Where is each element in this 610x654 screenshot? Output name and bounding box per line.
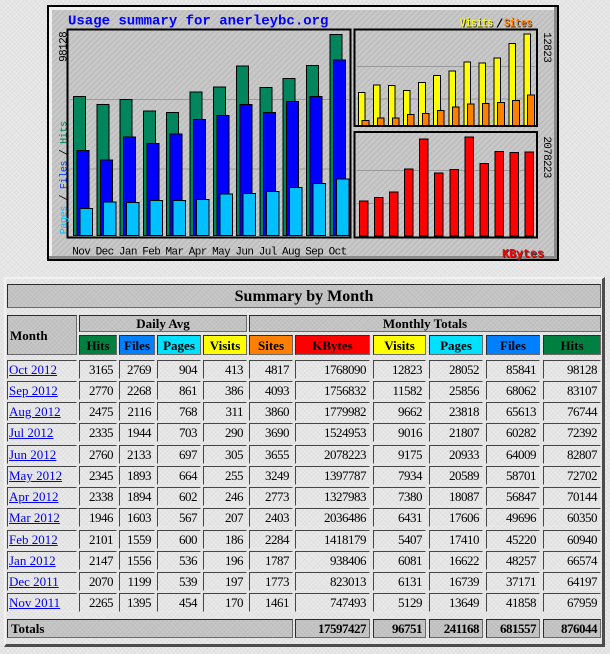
svg-text:Apr: Apr [189, 247, 207, 259]
svg-text:98128: 98128 [59, 32, 71, 62]
svg-text:Jan: Jan [119, 247, 137, 259]
svg-text:KBytes: KBytes [503, 248, 545, 261]
svg-text:Sites: Sites [504, 17, 532, 31]
svg-text:May: May [212, 247, 231, 259]
svg-text:Sites: Sites [505, 18, 533, 32]
svg-text:12823: 12823 [540, 32, 552, 62]
svg-text:Dec: Dec [96, 247, 114, 259]
svg-text:Feb: Feb [142, 247, 160, 259]
svg-text:Oct: Oct [329, 247, 347, 259]
svg-text:2078223: 2078223 [540, 136, 552, 177]
svg-text:/: / [496, 18, 503, 32]
svg-text:Mar: Mar [165, 247, 183, 259]
svg-text:Visits: Visits [460, 17, 493, 31]
svg-text:Sep: Sep [305, 247, 323, 259]
svg-text:Pages / Files / Hits: Pages / Files / Hits [59, 121, 71, 234]
svg-text:Jun: Jun [235, 247, 253, 259]
svg-text:Aug: Aug [282, 247, 300, 259]
svg-text:Jul: Jul [259, 247, 277, 259]
svg-text:Visits: Visits [461, 18, 494, 32]
svg-text:KBytes: KBytes [502, 247, 544, 261]
svg-text:Nov: Nov [72, 247, 91, 259]
svg-text:Usage summary for anerleybc.or: Usage summary for anerleybc.org [68, 14, 328, 30]
